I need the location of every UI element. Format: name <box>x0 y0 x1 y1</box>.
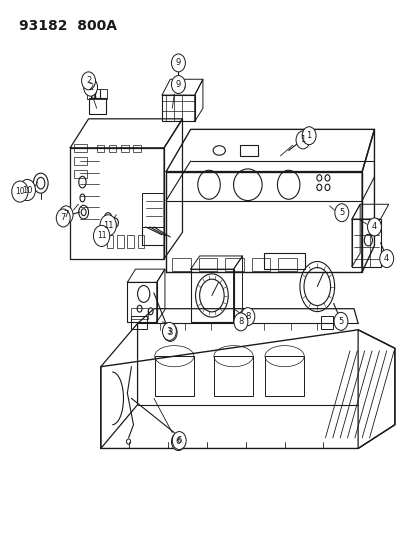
Text: 4: 4 <box>371 222 376 231</box>
Text: 3: 3 <box>167 328 173 337</box>
Bar <box>74 170 86 178</box>
Text: 5: 5 <box>337 317 343 326</box>
Bar <box>154 356 193 395</box>
Bar <box>214 356 252 395</box>
Text: 6: 6 <box>176 436 181 445</box>
Circle shape <box>171 433 185 450</box>
Circle shape <box>12 181 28 202</box>
Circle shape <box>240 308 254 326</box>
Circle shape <box>19 180 36 200</box>
Bar <box>239 145 257 156</box>
Bar <box>225 257 243 271</box>
Text: 5: 5 <box>338 208 344 217</box>
Circle shape <box>93 225 109 246</box>
Text: 11: 11 <box>97 231 106 240</box>
Bar <box>74 157 86 165</box>
Text: 2: 2 <box>86 76 91 85</box>
Text: 8: 8 <box>237 317 243 326</box>
Bar <box>172 257 190 271</box>
Circle shape <box>56 209 70 227</box>
Bar <box>264 356 304 395</box>
Text: 9: 9 <box>176 59 180 67</box>
Circle shape <box>59 206 73 224</box>
Text: 4: 4 <box>383 254 388 263</box>
Bar <box>131 308 147 319</box>
Bar <box>107 235 113 248</box>
Text: 1: 1 <box>300 135 305 144</box>
Circle shape <box>163 324 177 342</box>
Text: 10: 10 <box>22 185 33 195</box>
Circle shape <box>295 131 309 149</box>
Bar <box>133 145 140 151</box>
Bar <box>88 98 105 114</box>
Bar <box>127 235 133 248</box>
Text: 2: 2 <box>88 83 93 92</box>
Circle shape <box>171 76 185 93</box>
Circle shape <box>301 127 315 144</box>
Text: 9: 9 <box>176 80 180 89</box>
Bar <box>190 269 233 322</box>
Bar <box>278 257 296 271</box>
Bar <box>252 257 270 271</box>
Bar <box>86 90 107 99</box>
Bar <box>137 235 144 248</box>
Bar <box>320 316 332 329</box>
Circle shape <box>171 54 185 72</box>
Text: 11: 11 <box>103 221 113 230</box>
Circle shape <box>81 72 95 90</box>
Text: 7: 7 <box>60 214 66 222</box>
Bar <box>117 235 123 248</box>
Bar <box>74 143 86 151</box>
Bar <box>161 95 194 122</box>
Bar <box>131 316 147 329</box>
Bar <box>263 253 304 269</box>
Text: 10: 10 <box>15 187 25 196</box>
Circle shape <box>100 215 116 236</box>
Text: 1: 1 <box>306 131 311 140</box>
Text: 8: 8 <box>244 312 250 321</box>
Circle shape <box>333 312 347 330</box>
Bar <box>198 257 217 271</box>
Circle shape <box>334 204 348 222</box>
Circle shape <box>379 249 393 268</box>
Text: 7: 7 <box>63 211 69 219</box>
Circle shape <box>162 322 176 341</box>
Circle shape <box>367 218 380 236</box>
Circle shape <box>233 313 247 331</box>
Bar <box>109 145 116 151</box>
Circle shape <box>172 432 186 449</box>
Bar <box>351 219 380 266</box>
Bar <box>121 145 128 151</box>
Text: 6: 6 <box>175 437 180 446</box>
Circle shape <box>83 78 97 96</box>
Text: 93182  800A: 93182 800A <box>19 19 117 33</box>
Text: 3: 3 <box>166 327 172 336</box>
Bar <box>127 282 157 322</box>
Bar <box>97 145 104 151</box>
